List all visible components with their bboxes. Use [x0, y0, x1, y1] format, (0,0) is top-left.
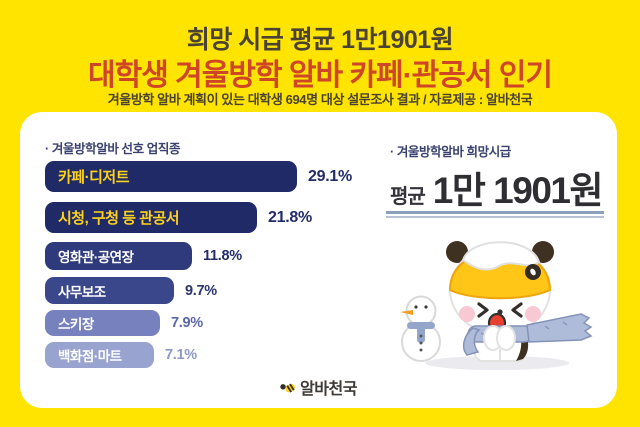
brand-logo-text: 알바천국 — [300, 381, 357, 398]
page-title-line1: 희망 시급 평균 1만1901원 — [186, 26, 454, 54]
bar-category-label: 시청, 구청 등 관공서 — [58, 210, 180, 227]
wage-underline — [386, 211, 604, 218]
bar: 스키장 — [45, 310, 160, 336]
bar-category-label: 백화점·마트 — [58, 349, 122, 364]
wage-section-title: · 겨울방학알바 희망시급 — [390, 145, 511, 159]
page-subtitle: 겨울방학 알바 계획이 있는 대학생 694명 대상 설문조사 결과 / 자료제… — [107, 92, 533, 107]
bar-row-2: 시청, 구청 등 관공서 21.8% — [45, 202, 375, 233]
bar-row-4: 사무보조 9.7% — [45, 277, 375, 304]
bee-icon — [280, 383, 296, 393]
bar-value-label: 7.1% — [165, 347, 197, 363]
wage-amount: 평균 1만 1901원 — [385, 160, 607, 214]
bar: 영화관·공연장 — [45, 242, 192, 270]
bar-row-5: 스키장 7.9% — [45, 310, 375, 336]
bar-value-label: 9.7% — [185, 282, 217, 299]
page-title-line2: 대학생 겨울방학 알바 카페·관공서 인기 — [88, 59, 553, 92]
bar: 사무보조 — [45, 277, 174, 304]
shadow — [425, 356, 569, 370]
bar-category-label: 카페·디저트 — [58, 169, 130, 186]
bar-row-6: 백화점·마트 7.1% — [45, 342, 375, 368]
infographic-card: · 겨울방학알바 선호 업직종 카페·디저트 29.1% 시청, 구청 등 관공서 2… — [20, 112, 617, 408]
bar-row-3: 영화관·공연장 11.8% — [45, 242, 375, 270]
panda-illustration — [446, 241, 593, 362]
winter-panda-mascot-illustration — [400, 241, 593, 370]
bar-category-label: 사무보조 — [58, 284, 106, 300]
bar: 카페·디저트 — [45, 161, 297, 192]
bar-value-label: 7.9% — [171, 315, 203, 331]
chart-title: · 겨울방학알바 선호 업직종 — [45, 142, 181, 156]
bar-category-label: 영화관·공연장 — [58, 250, 134, 265]
brand-logo: 알바천국 — [20, 375, 617, 399]
snowman-illustration — [400, 295, 441, 362]
bar-row-1: 카페·디저트 29.1% — [45, 161, 375, 192]
bar-value-label: 11.8% — [203, 248, 242, 264]
wage-prefix: 평균 — [389, 186, 426, 208]
bar: 시청, 구청 등 관공서 — [45, 202, 257, 233]
bar-chart: 카페·디저트 29.1% 시청, 구청 등 관공서 21.8% 영화관·공연장 11.8%… — [45, 161, 375, 368]
bar-value-label: 21.8% — [268, 208, 312, 226]
bar-category-label: 스키장 — [58, 317, 94, 332]
wage-value: 1만 1901원 — [432, 170, 604, 211]
bar-value-label: 29.1% — [308, 167, 352, 185]
bar: 백화점·마트 — [45, 342, 154, 368]
